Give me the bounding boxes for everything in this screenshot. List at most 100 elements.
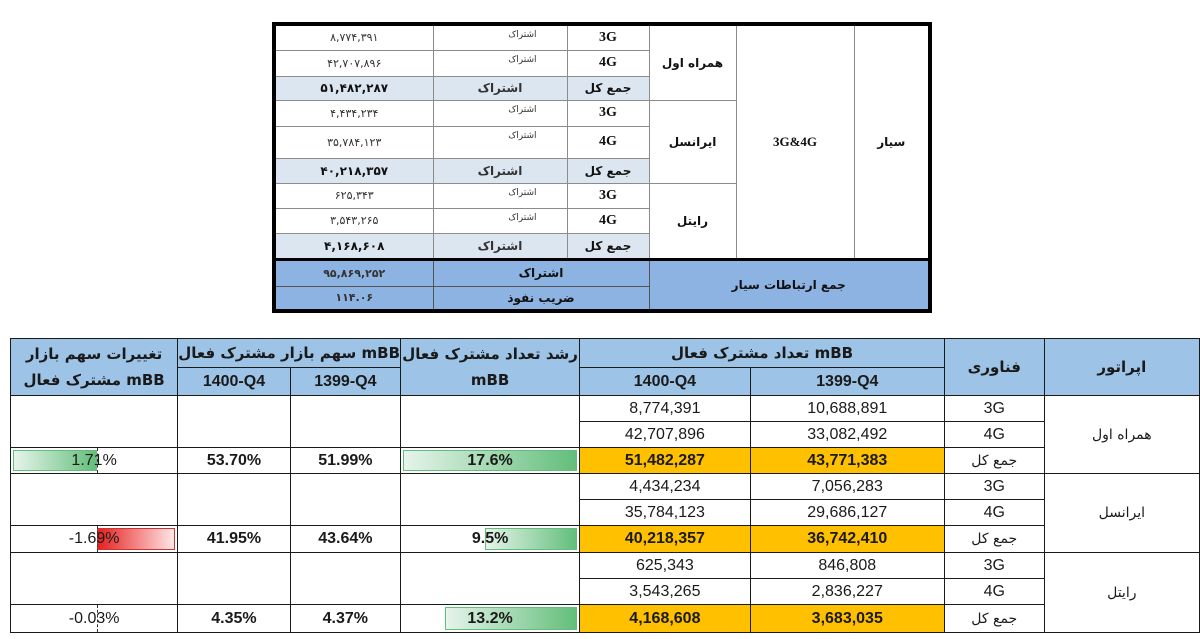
operator-name: رایتل [1043,552,1200,633]
tech-cell: 3G [566,99,650,127]
summary-row-label: ضریب نفوذ [432,285,650,312]
summary-label: جمع ارتباطات سیار [648,257,931,312]
empty-cell [400,552,581,605]
value-cell: ۴,۱۶۸,۶۰۸ [273,232,434,260]
table-row: 3,543,265 2,836,227 4G [11,578,1200,605]
empty-cell [400,473,581,526]
subs-1399-cell: 33,082,492 [749,421,945,448]
positive-data-bar [445,607,578,630]
table-row: ۳,۵۴۳,۲۶۵ اشتراک 4G [273,207,930,234]
value-cell: ۳۵,۷۸۴,۱۲۳ [273,125,434,159]
label-cell: اشتراک [432,99,568,127]
operator-name: همراه اول [1043,395,1200,474]
subs-1399-cell: 29,686,127 [749,499,945,526]
table-row: 35,784,123 29,686,127 4G [11,499,1200,526]
positive-data-bar [13,450,97,471]
subs-1400-cell: 3,543,265 [579,578,751,605]
empty-cell [289,395,402,448]
value-cell: ۵۱,۴۸۲,۲۸۷ [273,75,434,101]
header-active-subs: تعداد مشترک فعال mBB [579,338,945,368]
table-row: 625,343 846,808 3G رایتل [9,552,1200,633]
tech-cell: 4G [566,207,650,234]
header-share-1399: 1399-Q4 [289,367,402,396]
empty-cell [177,473,291,526]
table-row: ۸,۷۷۴,۳۹۱ اشتراک 3G همراه اول 3G&4G سیار [273,23,931,260]
tech-cell: 3G [566,23,650,51]
table-row-total: ۴,۱۶۸,۶۰۸ اشتراک جمع کل [273,232,930,260]
tech-cell: جمع کل [566,157,650,184]
subs-1399-cell: 2,836,227 [749,578,945,605]
label-cell: اشتراک [432,49,568,77]
tech-cell: 3G [943,473,1045,500]
label-cell: اشتراک [432,232,568,260]
header-growth-line2: mBB [470,371,510,389]
data-bar-axis [97,605,98,632]
empty-cell [289,473,402,526]
table-row-total: -1.69% 41.95% 43.64% 9.5% 40,218,357 36,… [9,525,1200,553]
table-row: 8,774,391 10,688,891 3G همراه اول [9,395,1200,474]
operator-name: ایرانسل [1043,473,1200,553]
positive-data-bar [485,528,578,550]
share-1399-cell: 4.37% [289,604,402,633]
summary-value: ۱۱۴.۰۶ [273,285,434,312]
tech-cell: 3G [566,182,650,209]
group-label: سیار [853,23,931,260]
share-change-cell: 1.71% [9,447,179,474]
positive-data-bar [403,450,578,471]
table-row-total: ۵۱,۴۸۲,۲۸۷ اشتراک جمع کل [273,75,930,101]
label-cell: اشتراک [432,157,568,184]
tech-cell: 4G [943,499,1045,526]
subs-1400-cell: 4,434,234 [579,473,751,500]
table-row-total: 1.71% 53.70% 51.99% 17.6% 51,482,287 43,… [9,447,1200,474]
growth-cell: 9.5% [400,525,581,553]
table-row-total: -0.03% 4.35% 4.37% 13.2% 4,168,608 3,683… [9,604,1200,633]
share-1399-cell: 51.99% [289,447,402,474]
subs-1399-total: 36,742,410 [749,525,945,553]
label-cell: اشتراک [432,75,568,101]
subs-1400-total: 40,218,357 [579,525,751,553]
header-share-change-line2: مشترک فعال mBB [23,371,165,389]
empty-cell [177,395,291,448]
empty-cell [9,473,179,526]
data-bar-axis [97,526,98,552]
empty-cell [9,552,179,605]
mobile-subscriptions-summary-table: ۸,۷۷۴,۳۹۱ اشتراک 3G همراه اول 3G&4G سیار… [272,22,932,313]
header-technology: فناوری [943,338,1045,396]
table-row: ۴۲,۷۰۷,۸۹۶ اشتراک 4G [273,49,930,77]
share-1400-cell: 4.35% [177,604,291,633]
table-row: 42,707,896 33,082,492 4G [11,421,1200,448]
growth-cell: 17.6% [400,447,581,474]
header-market-share: سهم بازار مشترک فعال mBB [177,338,402,368]
empty-cell [177,552,291,605]
share-1400-cell: 53.70% [177,447,291,474]
value-cell: ۴۰,۲۱۸,۳۵۷ [273,157,434,184]
header-subs-1399: 1399-Q4 [749,367,945,396]
tech-cell: جمع کل [566,232,650,260]
value-cell: ۴۲,۷۰۷,۸۹۶ [273,49,434,77]
value-cell: ۳,۵۴۳,۲۶۵ [273,207,434,234]
header-share-change: تغییرات سهم بازار مشترک فعال mBB [9,338,179,396]
operator-name: رایتل [648,182,737,260]
tech-group-label: 3G&4G [735,23,855,260]
subs-1400-total: 4,168,608 [579,604,751,633]
data-bar-axis [97,448,98,473]
subs-1399-cell: 846,808 [749,552,945,579]
subs-1400-total: 51,482,287 [579,447,751,474]
mbb-active-subscribers-table: تغییرات سهم بازار مشترک فعال mBB سهم باز… [9,338,1200,633]
table-row: 4,434,234 7,056,283 3G ایرانسل [9,473,1200,553]
tech-cell: 4G [943,578,1045,605]
operator-name: ایرانسل [648,99,737,184]
header-subs-1400: 1400-Q4 [579,367,751,396]
tech-cell: 4G [566,49,650,77]
operator-name: همراه اول [648,23,737,101]
value-cell: ۸,۷۷۴,۳۹۱ [273,23,434,51]
label-cell: اشتراک [432,23,568,51]
subs-1399-cell: 7,056,283 [749,473,945,500]
value-cell: ۶۲۵,۳۴۳ [273,182,434,209]
header-growth-line1: رشد تعداد مشترک فعال [402,345,578,363]
label-cell: اشتراک [432,125,568,159]
header-growth: رشد تعداد مشترک فعال mBB [400,338,581,396]
share-change-cell: -0.03% [9,604,179,633]
share-1399-cell: 43.64% [289,525,402,553]
share-1400-cell: 41.95% [177,525,291,553]
